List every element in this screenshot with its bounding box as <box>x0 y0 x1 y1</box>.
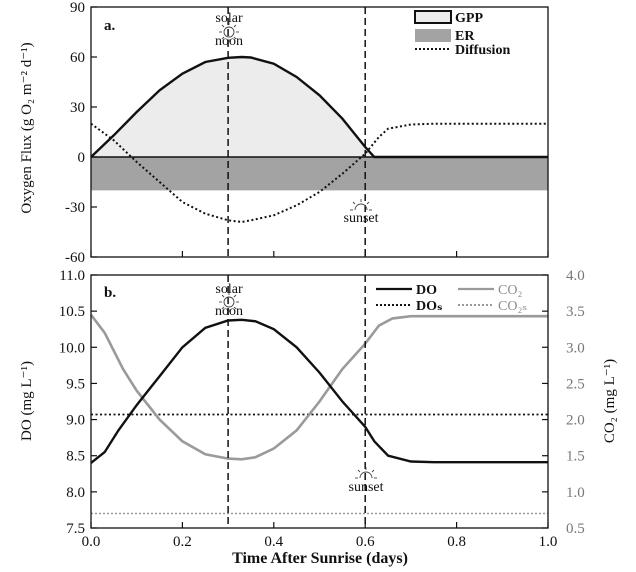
panel-a-label: a. <box>104 18 116 34</box>
panel-a-sunset-label: sunset <box>344 211 379 226</box>
panel-b-xtick-label-3: 0.6 <box>356 534 375 550</box>
panel-b-xtick-label-5: 1.0 <box>539 534 558 550</box>
panel-b-ytick-label-1: 10.5 <box>59 304 85 320</box>
panel-b-ylabel: DO (mg L⁻¹) <box>19 361 35 441</box>
panel-b-ytick-right-label-1: 3.5 <box>566 304 585 320</box>
legend-dos-label: DOₛ <box>416 299 443 314</box>
panel-b: 11.0 10.5 10.0 9.5 9.0 8.5 8.0 7.5 4.0 3.5 3.0 2.5… <box>19 268 618 567</box>
legend-co2s-label: CO₂ₛ <box>498 299 527 314</box>
panel-a-frame <box>90 6 549 258</box>
do-line <box>90 318 548 464</box>
panel-b-ytick-right-label-6: 1.0 <box>566 485 585 501</box>
panel-b-xtick-label-2: 0.4 <box>264 534 283 550</box>
panel-b-ytick-right-label-4: 2.0 <box>566 413 585 429</box>
panel-b-xtick-label-0: 0.0 <box>82 534 101 550</box>
panel-b-ylabel-right: CO₂ (mg L⁻¹) <box>602 359 618 443</box>
panel-a-noon-label-2: noon <box>215 34 243 49</box>
panel-a-ytick-label-4: -30 <box>65 200 85 216</box>
co2-line <box>89 314 548 461</box>
panel-b-xlabel: Time After Sunrise (days) <box>232 550 408 567</box>
gpp-area <box>91 57 548 157</box>
panel-b-sun-icon <box>219 292 239 312</box>
legend-gpp-swatch <box>414 10 452 24</box>
panel-b-legend: DO CO₂ DOₛ CO₂ₛ <box>376 283 527 314</box>
panel-b-sunset-icon <box>355 467 377 479</box>
er-area <box>91 157 548 191</box>
legend-co2-label: CO₂ <box>498 283 522 298</box>
legend-er-swatch <box>415 29 451 42</box>
panel-b-ytick-right-label-2: 3.0 <box>566 340 585 356</box>
panel-b-ytick-label-4: 9.0 <box>66 413 85 429</box>
panel-a-ylabel: Oxygen Flux (g O₂ m⁻² d⁻¹) <box>19 42 35 213</box>
panel-b-xtick-label-4: 0.8 <box>447 534 466 550</box>
panel-a: 90 60 30 0 -30 -60 a. Oxygen Flux (g O₂ m⁻² d… <box>19 0 549 266</box>
panel-b-ytick-right-label-5: 1.5 <box>566 449 585 465</box>
panel-b-ytick-right-label-3: 2.5 <box>566 376 585 392</box>
panel-a-noon-label-1: solar <box>215 11 243 26</box>
panel-b-ytick-label-6: 8.0 <box>66 485 85 501</box>
panel-a-legend: GPP ER Diffusion <box>414 10 510 58</box>
legend-do-label: DO <box>416 283 437 298</box>
panel-b-label: b. <box>104 285 116 301</box>
legend-gpp-label: GPP <box>455 11 483 26</box>
panel-a-ytick-label-3: 0 <box>78 150 86 166</box>
legend-er-label: ER <box>455 29 475 44</box>
panel-b-ytick-label-0: 11.0 <box>59 268 85 284</box>
panel-b-ytick-right-label-7: 0.5 <box>566 521 585 537</box>
panel-b-xtick-label-1: 0.2 <box>173 534 192 550</box>
panel-b-noon-label-1: solar <box>215 282 243 297</box>
panel-b-ytick-label-3: 9.5 <box>66 376 85 392</box>
panel-a-ytick-label-0: 90 <box>70 0 85 16</box>
panel-a-ytick-label-5: -60 <box>65 250 85 266</box>
panel-b-sunset-label: sunset <box>349 480 384 495</box>
panel-b-frame <box>90 274 549 529</box>
panel-a-sun-icon <box>219 22 239 42</box>
panel-a-sunset-icon <box>350 199 372 211</box>
panel-a-ytick-label-1: 60 <box>70 50 85 66</box>
legend-diffusion-label: Diffusion <box>455 43 510 58</box>
panel-a-ytick-label-2: 30 <box>70 100 85 116</box>
panel-b-ytick-label-5: 8.5 <box>66 449 85 465</box>
panel-b-ytick-label-2: 10.0 <box>59 340 85 356</box>
panel-b-noon-label-2: noon <box>215 304 243 319</box>
panel-b-ytick-right-label-0: 4.0 <box>566 268 585 284</box>
panel-b-ytick-label-7: 7.5 <box>66 521 85 537</box>
diffusion-line <box>90 122 548 224</box>
gpp-line <box>90 55 548 159</box>
